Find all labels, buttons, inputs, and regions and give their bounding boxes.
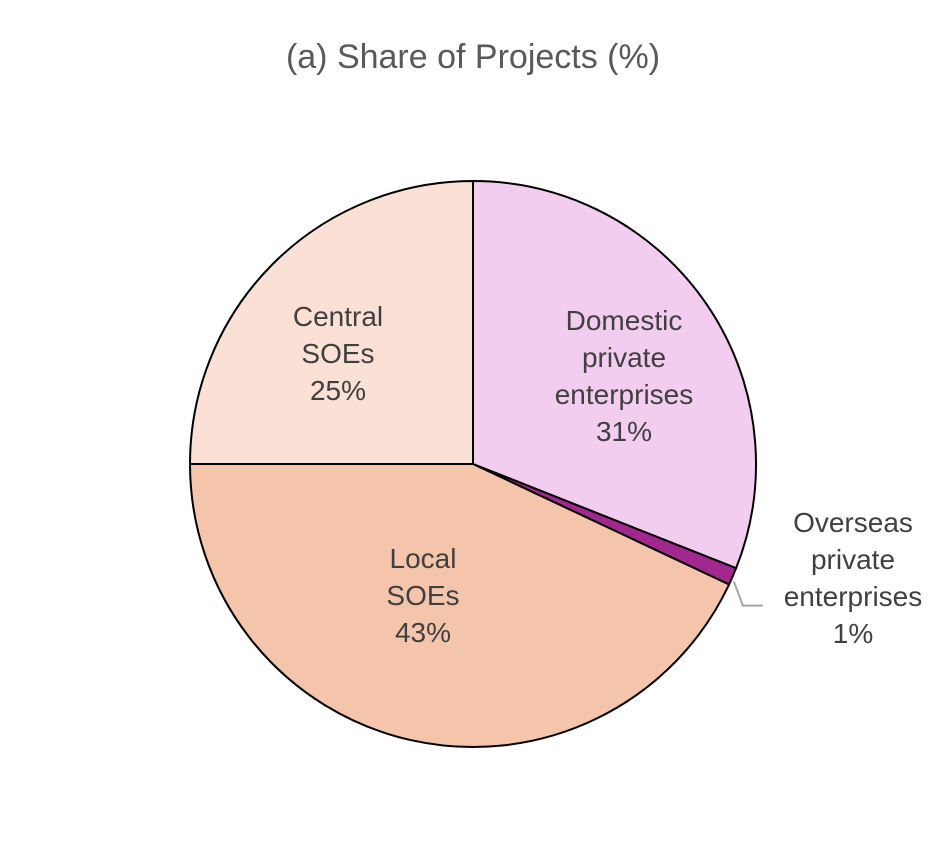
slice-category-label: Local bbox=[390, 543, 457, 574]
slice-category-label: private bbox=[582, 342, 666, 373]
chart-title: (a) Share of Projects (%) bbox=[286, 38, 660, 76]
slice-category-label: SOEs bbox=[386, 580, 459, 611]
slice-label-1: Overseas private enterprises 1% bbox=[784, 507, 923, 649]
slice-category-label: enterprises bbox=[784, 581, 923, 612]
slice-value-label: 25% bbox=[310, 375, 366, 406]
leader-line bbox=[732, 581, 763, 607]
pie-slices bbox=[189, 180, 757, 749]
slice-value-label: 31% bbox=[596, 416, 652, 447]
slice-label-0: Domestic private enterprises 31% bbox=[555, 305, 694, 447]
slice-category-label: enterprises bbox=[555, 379, 694, 410]
slice-category-label: SOEs bbox=[301, 338, 374, 369]
pie-labels: Domestic private enterprises 31% Overseas pri… bbox=[293, 301, 922, 649]
pie-slice-3 bbox=[189, 180, 474, 465]
slice-label-3: Central SOEs 25% bbox=[293, 301, 383, 406]
slice-category-label: Central bbox=[293, 301, 383, 332]
pie-slice-2 bbox=[189, 463, 731, 749]
slice-category-label: Domestic bbox=[566, 305, 683, 336]
slice-value-label: 43% bbox=[395, 617, 451, 648]
pie-slice-0 bbox=[472, 180, 757, 570]
slice-value-label: 1% bbox=[833, 618, 873, 649]
slice-category-label: Overseas bbox=[793, 507, 913, 538]
slice-label-2: Local SOEs 43% bbox=[386, 543, 459, 648]
slice-category-label: private bbox=[811, 544, 895, 575]
